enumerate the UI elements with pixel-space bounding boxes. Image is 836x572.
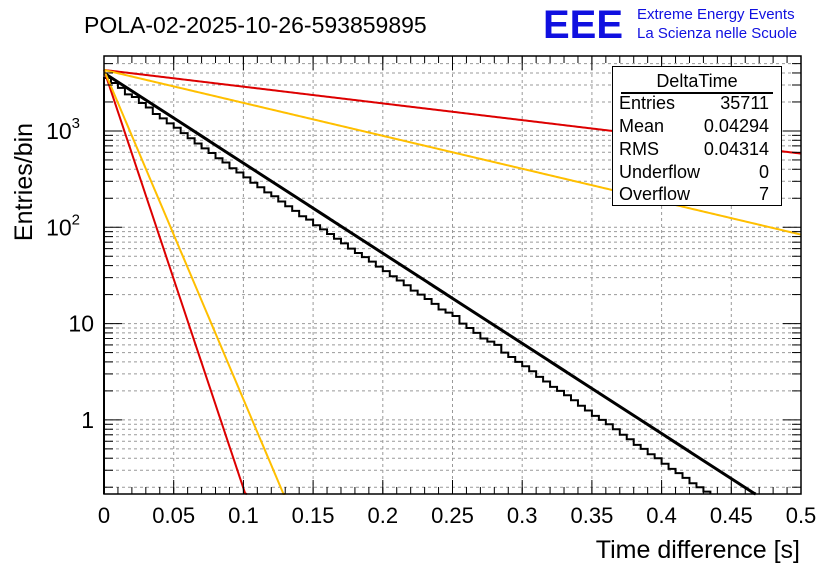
logo-mark: EEE — [543, 3, 623, 47]
histogram — [103, 76, 712, 494]
stat-label: Underflow — [619, 162, 701, 182]
stat-value: 7 — [758, 184, 769, 204]
tick-labels: 0 0.05 0.1 0.15 0.2 0.25 0.3 0.35 0.4 0.45 0.5 1 10 1… — [46, 115, 816, 528]
eee-logo: EEE Extreme Energy Events La Scienza nel… — [543, 3, 797, 47]
stat-label: Overflow — [619, 184, 691, 204]
x-tick-label: 0.2 — [368, 503, 399, 528]
curve-orange-steep — [103, 69, 286, 495]
stat-label: Entries — [619, 93, 676, 113]
stat-row-entries: Entries 35711 — [619, 93, 769, 115]
x-tick-label: 0.5 — [786, 503, 817, 528]
stat-row-overflow: Overflow 7 — [619, 184, 769, 206]
stat-row-underflow: Underflow 0 — [619, 162, 769, 184]
axis-ticks — [103, 55, 802, 494]
x-tick-label: 0.15 — [292, 503, 335, 528]
x-tick-label: 0.25 — [431, 503, 474, 528]
chart-title: POLA-02-2025-10-26-593859895 — [84, 12, 427, 38]
logo-line-1: Extreme Energy Events — [637, 6, 795, 23]
curve-fit — [103, 71, 757, 496]
stat-value: 0.04294 — [703, 116, 769, 136]
y-tick-label: 1 — [81, 407, 94, 433]
stats-title-underline — [621, 92, 773, 94]
x-tick-label: 0.05 — [152, 503, 195, 528]
x-tick-label: 0.4 — [646, 503, 677, 528]
logo-line-2: La Scienza nelle Scuole — [637, 25, 797, 42]
x-tick-label: 0.1 — [228, 503, 259, 528]
stats-title: DeltaTime — [656, 71, 738, 91]
x-tick-label: 0.35 — [570, 503, 613, 528]
x-tick-label: 0 — [98, 503, 110, 528]
curve-red-steep — [103, 69, 248, 495]
stat-value: 35711 — [720, 93, 769, 113]
stat-value: 0 — [758, 162, 769, 182]
x-tick-label: 0.3 — [507, 503, 538, 528]
curve-orange-shallow — [103, 68, 802, 236]
stat-label: RMS — [619, 139, 659, 159]
stats-box: DeltaTime Entries 35711 Mean 0.04294 RMS… — [612, 66, 782, 206]
y-tick-label: 102 — [46, 211, 80, 240]
y-tick-label: 10 — [68, 311, 94, 337]
stat-row-rms: RMS 0.04314 — [619, 139, 769, 161]
x-axis-label: Time difference [s] — [596, 536, 800, 564]
stat-row-mean: Mean 0.04294 — [619, 116, 769, 138]
x-tick-label: 0.45 — [710, 503, 753, 528]
y-axis-label: Entries/bin — [10, 123, 38, 241]
y-tick-label: 103 — [46, 115, 80, 144]
histogram-outline — [103, 76, 712, 494]
stat-value: 0.04314 — [703, 139, 769, 159]
stat-label: Mean — [619, 116, 665, 136]
